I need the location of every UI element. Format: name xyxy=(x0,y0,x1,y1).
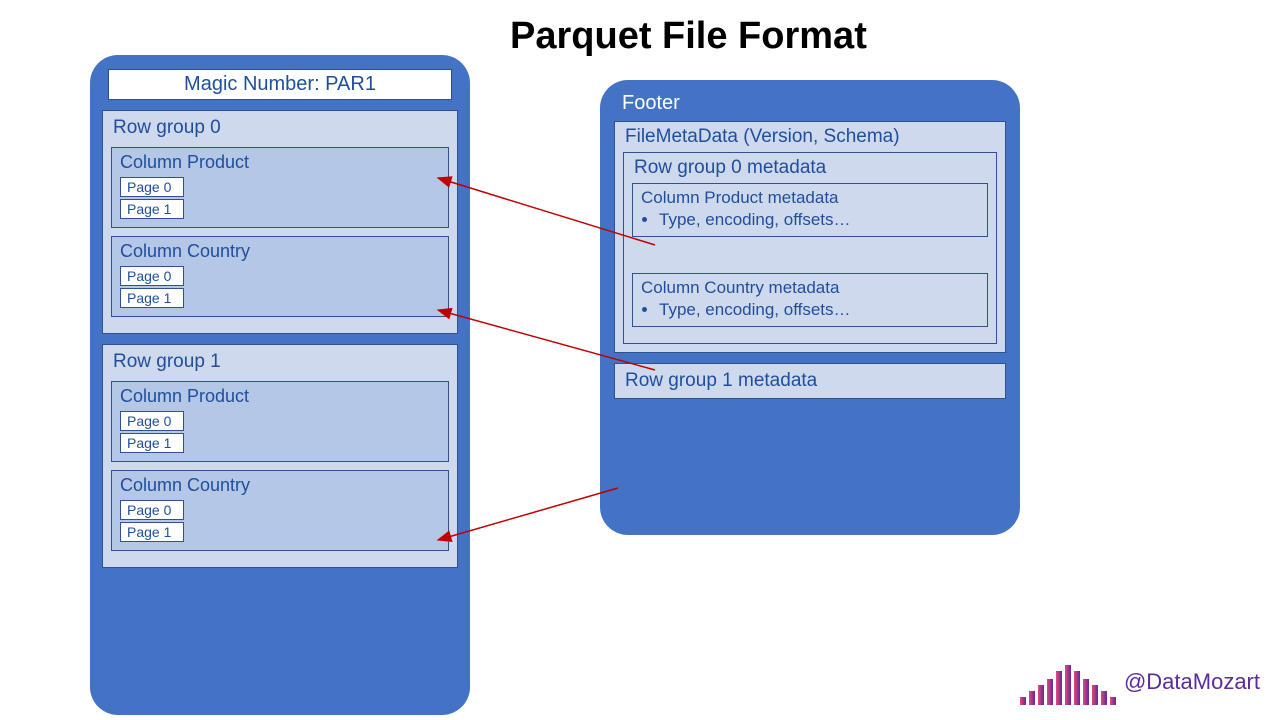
datamozart-logo-icon xyxy=(1020,650,1130,710)
page-box: Page 0 xyxy=(120,177,184,197)
column-label: Column Country xyxy=(120,475,440,498)
page-box: Page 1 xyxy=(120,522,184,542)
column-product-metadata: Column Product metadata Type, encoding, … xyxy=(632,183,988,237)
page-box: Page 1 xyxy=(120,288,184,308)
page-box: Page 1 xyxy=(120,199,184,219)
footer-label: Footer xyxy=(614,90,1006,121)
column-product-1: Column Product Page 0 Page 1 xyxy=(111,381,449,462)
row-group-label: Row group 0 xyxy=(111,115,449,143)
col-meta-detail: Type, encoding, offsets… xyxy=(659,300,979,320)
page-box: Page 0 xyxy=(120,411,184,431)
column-product-0: Column Product Page 0 Page 1 xyxy=(111,147,449,228)
file-body-panel: Magic Number: PAR1 Row group 0 Column Pr… xyxy=(90,55,470,715)
column-country-metadata: Column Country metadata Type, encoding, … xyxy=(632,273,988,327)
row-group-1: Row group 1 Column Product Page 0 Page 1… xyxy=(102,344,458,568)
page-box: Page 0 xyxy=(120,500,184,520)
column-country-1: Column Country Page 0 Page 1 xyxy=(111,470,449,551)
file-metadata-box: FileMetaData (Version, Schema) Row group… xyxy=(614,121,1006,353)
column-label: Column Country xyxy=(120,241,440,264)
column-country-0: Column Country Page 0 Page 1 xyxy=(111,236,449,317)
row-group-0: Row group 0 Column Product Page 0 Page 1… xyxy=(102,110,458,334)
column-label: Column Product xyxy=(120,386,440,409)
row-group-label: Row group 1 xyxy=(111,349,449,377)
column-label: Column Product xyxy=(120,152,440,175)
col-meta-title: Column Country metadata xyxy=(641,278,979,298)
footer-panel: Footer FileMetaData (Version, Schema) Ro… xyxy=(600,80,1020,535)
diagram-title: Parquet File Format xyxy=(510,15,867,58)
page-box: Page 1 xyxy=(120,433,184,453)
magic-number-box: Magic Number: PAR1 xyxy=(108,69,452,100)
rg0-metadata-label: Row group 0 metadata xyxy=(632,157,988,183)
page-box: Page 0 xyxy=(120,266,184,286)
rowgroup1-metadata: Row group 1 metadata xyxy=(614,363,1006,399)
col-meta-title: Column Product metadata xyxy=(641,188,979,208)
col-meta-detail: Type, encoding, offsets… xyxy=(659,210,979,230)
file-metadata-label: FileMetaData (Version, Schema) xyxy=(623,126,997,152)
rowgroup0-metadata: Row group 0 metadata Column Product meta… xyxy=(623,152,997,344)
author-handle: @DataMozart xyxy=(1124,669,1260,695)
